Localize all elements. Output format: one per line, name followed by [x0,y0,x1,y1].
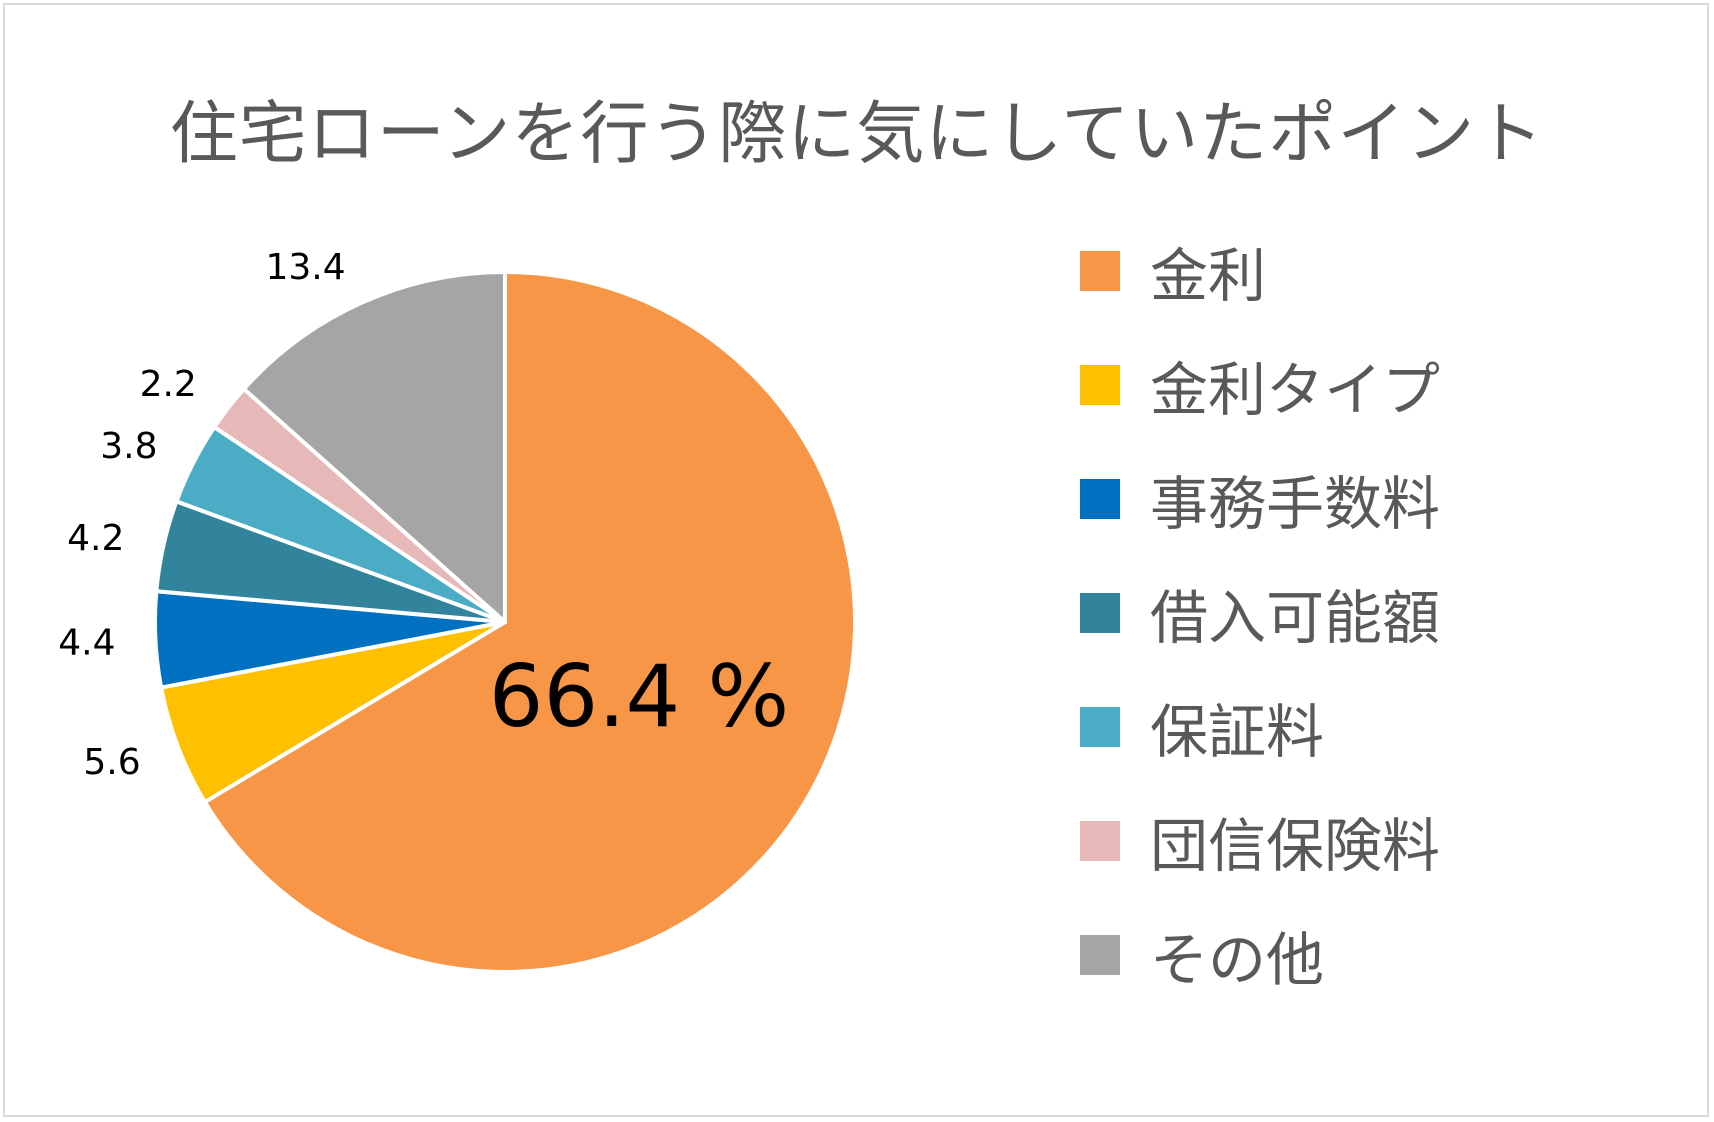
legend-item-7: その他 [1080,920,1324,994]
data-label-1: 66.4 % [489,647,790,747]
legend-swatch [1080,365,1120,405]
legend-label: 事務手数料 [1150,470,1441,538]
pie-slices [153,270,857,974]
legend-swatch [1080,821,1120,861]
legend-item-3: 事務手数料 [1080,464,1440,538]
legend-item-2: 金利タイプ [1080,350,1440,424]
data-label-6: 2.2 [140,364,197,405]
legend-label: 借入可能額 [1150,584,1441,652]
legend-swatch [1080,707,1120,747]
legend-label: 金利 [1150,242,1267,310]
data-label-4: 4.2 [67,518,124,559]
data-label-7: 13.4 [265,247,345,288]
legend-swatch [1080,479,1120,519]
legend-label: 保証料 [1150,698,1325,766]
legend-item-5: 保証料 [1080,692,1324,766]
legend-label: その他 [1150,926,1325,994]
data-label-3: 4.4 [58,623,115,664]
legend-swatch [1080,251,1120,291]
pie-slice-7 [241,270,507,624]
legend-item-4: 借入可能額 [1080,578,1440,652]
legend-swatch [1080,593,1120,633]
chart-title: 住宅ローンを行う際に気にしていたポイント [169,95,1545,174]
legend-swatch [1080,935,1120,975]
data-label-2: 5.6 [83,742,140,783]
legend-label: 団信保険料 [1150,812,1441,880]
pie-data-labels: 66.4 % 5.6 4.4 4.2 3.8 2.2 13.4 [58,247,789,783]
legend-label: 金利タイプ [1150,356,1441,424]
legend-item-6: 団信保険料 [1080,806,1440,880]
data-label-5: 3.8 [100,426,157,467]
pie-slice-1 [202,270,857,974]
legend-item-1: 金利 [1080,236,1266,310]
